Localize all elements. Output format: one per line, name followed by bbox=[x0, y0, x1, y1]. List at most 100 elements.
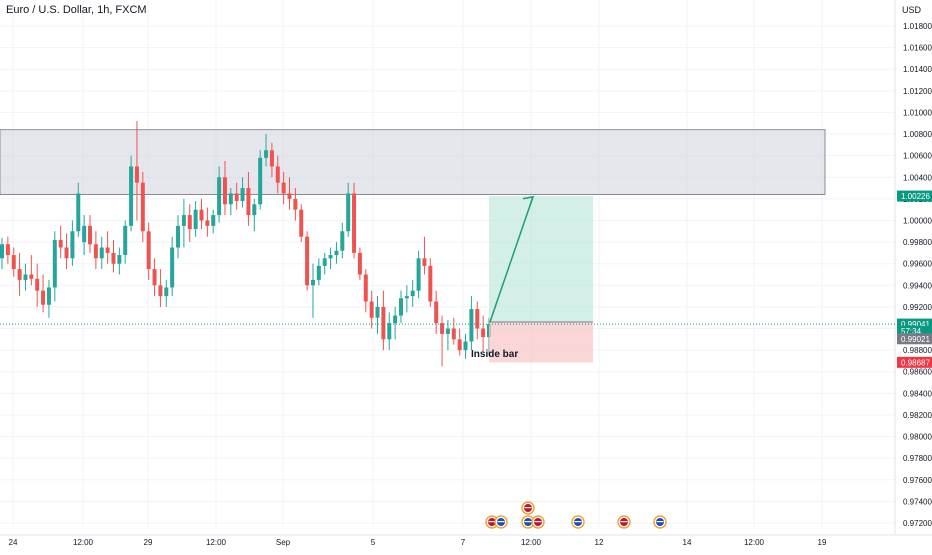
candle bbox=[269, 142, 274, 178]
event-icon-stripe bbox=[534, 521, 542, 523]
candle-body bbox=[340, 231, 345, 251]
y-tick-label: 0.99400 bbox=[903, 281, 932, 290]
candle bbox=[322, 252, 327, 275]
candle bbox=[457, 328, 462, 356]
y-tick-label: 1.01000 bbox=[903, 108, 932, 117]
price-badge-label: 0.99041 bbox=[901, 320, 930, 329]
flag-us-icon[interactable] bbox=[531, 515, 545, 529]
candle-body bbox=[434, 301, 439, 324]
candle-body bbox=[29, 274, 34, 279]
candle bbox=[222, 161, 227, 216]
candle bbox=[416, 250, 421, 299]
candle-body bbox=[41, 290, 46, 305]
candle bbox=[363, 269, 368, 313]
candle bbox=[252, 198, 257, 232]
candle-body bbox=[217, 177, 222, 216]
y-tick-label: 0.97800 bbox=[903, 454, 932, 463]
candle-body bbox=[234, 193, 239, 202]
candle bbox=[481, 315, 486, 353]
candle bbox=[340, 222, 345, 259]
projection-arrow bbox=[489, 196, 534, 323]
candle bbox=[5, 236, 10, 264]
event-icon-stripe bbox=[497, 521, 505, 523]
candle-body bbox=[152, 269, 157, 286]
candle bbox=[258, 150, 263, 210]
flag-eu-icon[interactable] bbox=[653, 515, 667, 529]
y-tick-label: 0.99200 bbox=[903, 303, 932, 312]
candle-body bbox=[322, 258, 327, 266]
candle bbox=[205, 207, 210, 237]
candle bbox=[264, 134, 269, 167]
candle-body bbox=[357, 252, 362, 275]
flag-us-icon[interactable] bbox=[617, 515, 631, 529]
flag-eu-icon[interactable] bbox=[494, 515, 508, 529]
candle-body bbox=[352, 193, 357, 253]
x-tick-label: 12:00 bbox=[744, 538, 765, 547]
candle bbox=[76, 182, 81, 237]
price-badge-bg bbox=[897, 356, 932, 368]
price-badge: 1.00226 bbox=[897, 190, 932, 202]
price-badge-bg bbox=[897, 333, 932, 345]
candle-body bbox=[381, 306, 386, 340]
candle bbox=[463, 333, 468, 359]
candle bbox=[375, 296, 380, 334]
candle bbox=[93, 231, 98, 270]
candle bbox=[475, 301, 480, 340]
candle bbox=[357, 247, 362, 280]
event-icon-stripe bbox=[574, 521, 582, 523]
price-badge: 57:34 bbox=[897, 325, 932, 337]
candle-body bbox=[481, 328, 486, 338]
candle bbox=[181, 198, 186, 248]
candle bbox=[129, 155, 134, 232]
flag-eu-icon[interactable] bbox=[521, 515, 535, 529]
candle bbox=[146, 222, 151, 280]
flag-eu-icon[interactable] bbox=[571, 515, 585, 529]
candle bbox=[70, 220, 75, 266]
candle-body bbox=[334, 250, 339, 256]
x-tick-label: 12:00 bbox=[73, 538, 94, 547]
flag-us-icon[interactable] bbox=[521, 501, 535, 515]
y-tick-label: 1.00000 bbox=[903, 216, 932, 225]
candle bbox=[82, 215, 87, 256]
price-badge-label: 0.99021 bbox=[901, 335, 930, 344]
candle bbox=[287, 177, 292, 210]
symbol-title[interactable]: Euro / U.S. Dollar, 1h, FXCM bbox=[6, 4, 147, 16]
candle-body bbox=[222, 177, 227, 205]
candle-body bbox=[287, 193, 292, 199]
candle-body bbox=[176, 225, 181, 248]
candle bbox=[111, 239, 116, 273]
candle-body bbox=[134, 166, 139, 183]
candle-body bbox=[469, 309, 474, 342]
price-badge-bg bbox=[897, 318, 932, 330]
candle-body bbox=[99, 247, 104, 259]
candle-body bbox=[281, 182, 286, 194]
event-icon-stripe bbox=[620, 521, 628, 523]
candle-body bbox=[23, 274, 28, 280]
candle-body bbox=[58, 239, 63, 248]
x-tick-label: 14 bbox=[683, 538, 692, 547]
y-tick-label: 1.01200 bbox=[903, 87, 932, 96]
candle-body bbox=[463, 341, 468, 351]
candle-body bbox=[46, 287, 51, 305]
candle bbox=[293, 188, 298, 221]
candle bbox=[422, 236, 427, 275]
candle-body bbox=[310, 279, 315, 286]
y-tick-label: 0.98600 bbox=[903, 368, 932, 377]
x-tick-label: 12:00 bbox=[521, 538, 542, 547]
candle bbox=[217, 166, 222, 223]
y-tick-label: 1.00600 bbox=[903, 152, 932, 161]
candle bbox=[158, 269, 163, 307]
candle-body bbox=[363, 274, 368, 302]
candle-body bbox=[140, 182, 145, 232]
candle-body bbox=[404, 296, 409, 299]
candle-body bbox=[52, 239, 57, 288]
candle bbox=[428, 258, 433, 307]
candle-body bbox=[111, 252, 116, 264]
inside-bar-annotation[interactable]: Inside bar bbox=[471, 349, 519, 361]
candle-body bbox=[129, 166, 134, 226]
price-badge: 0.99021 bbox=[897, 333, 932, 345]
price-badge-label: 57:34 bbox=[901, 327, 922, 336]
candle-body bbox=[258, 157, 263, 205]
